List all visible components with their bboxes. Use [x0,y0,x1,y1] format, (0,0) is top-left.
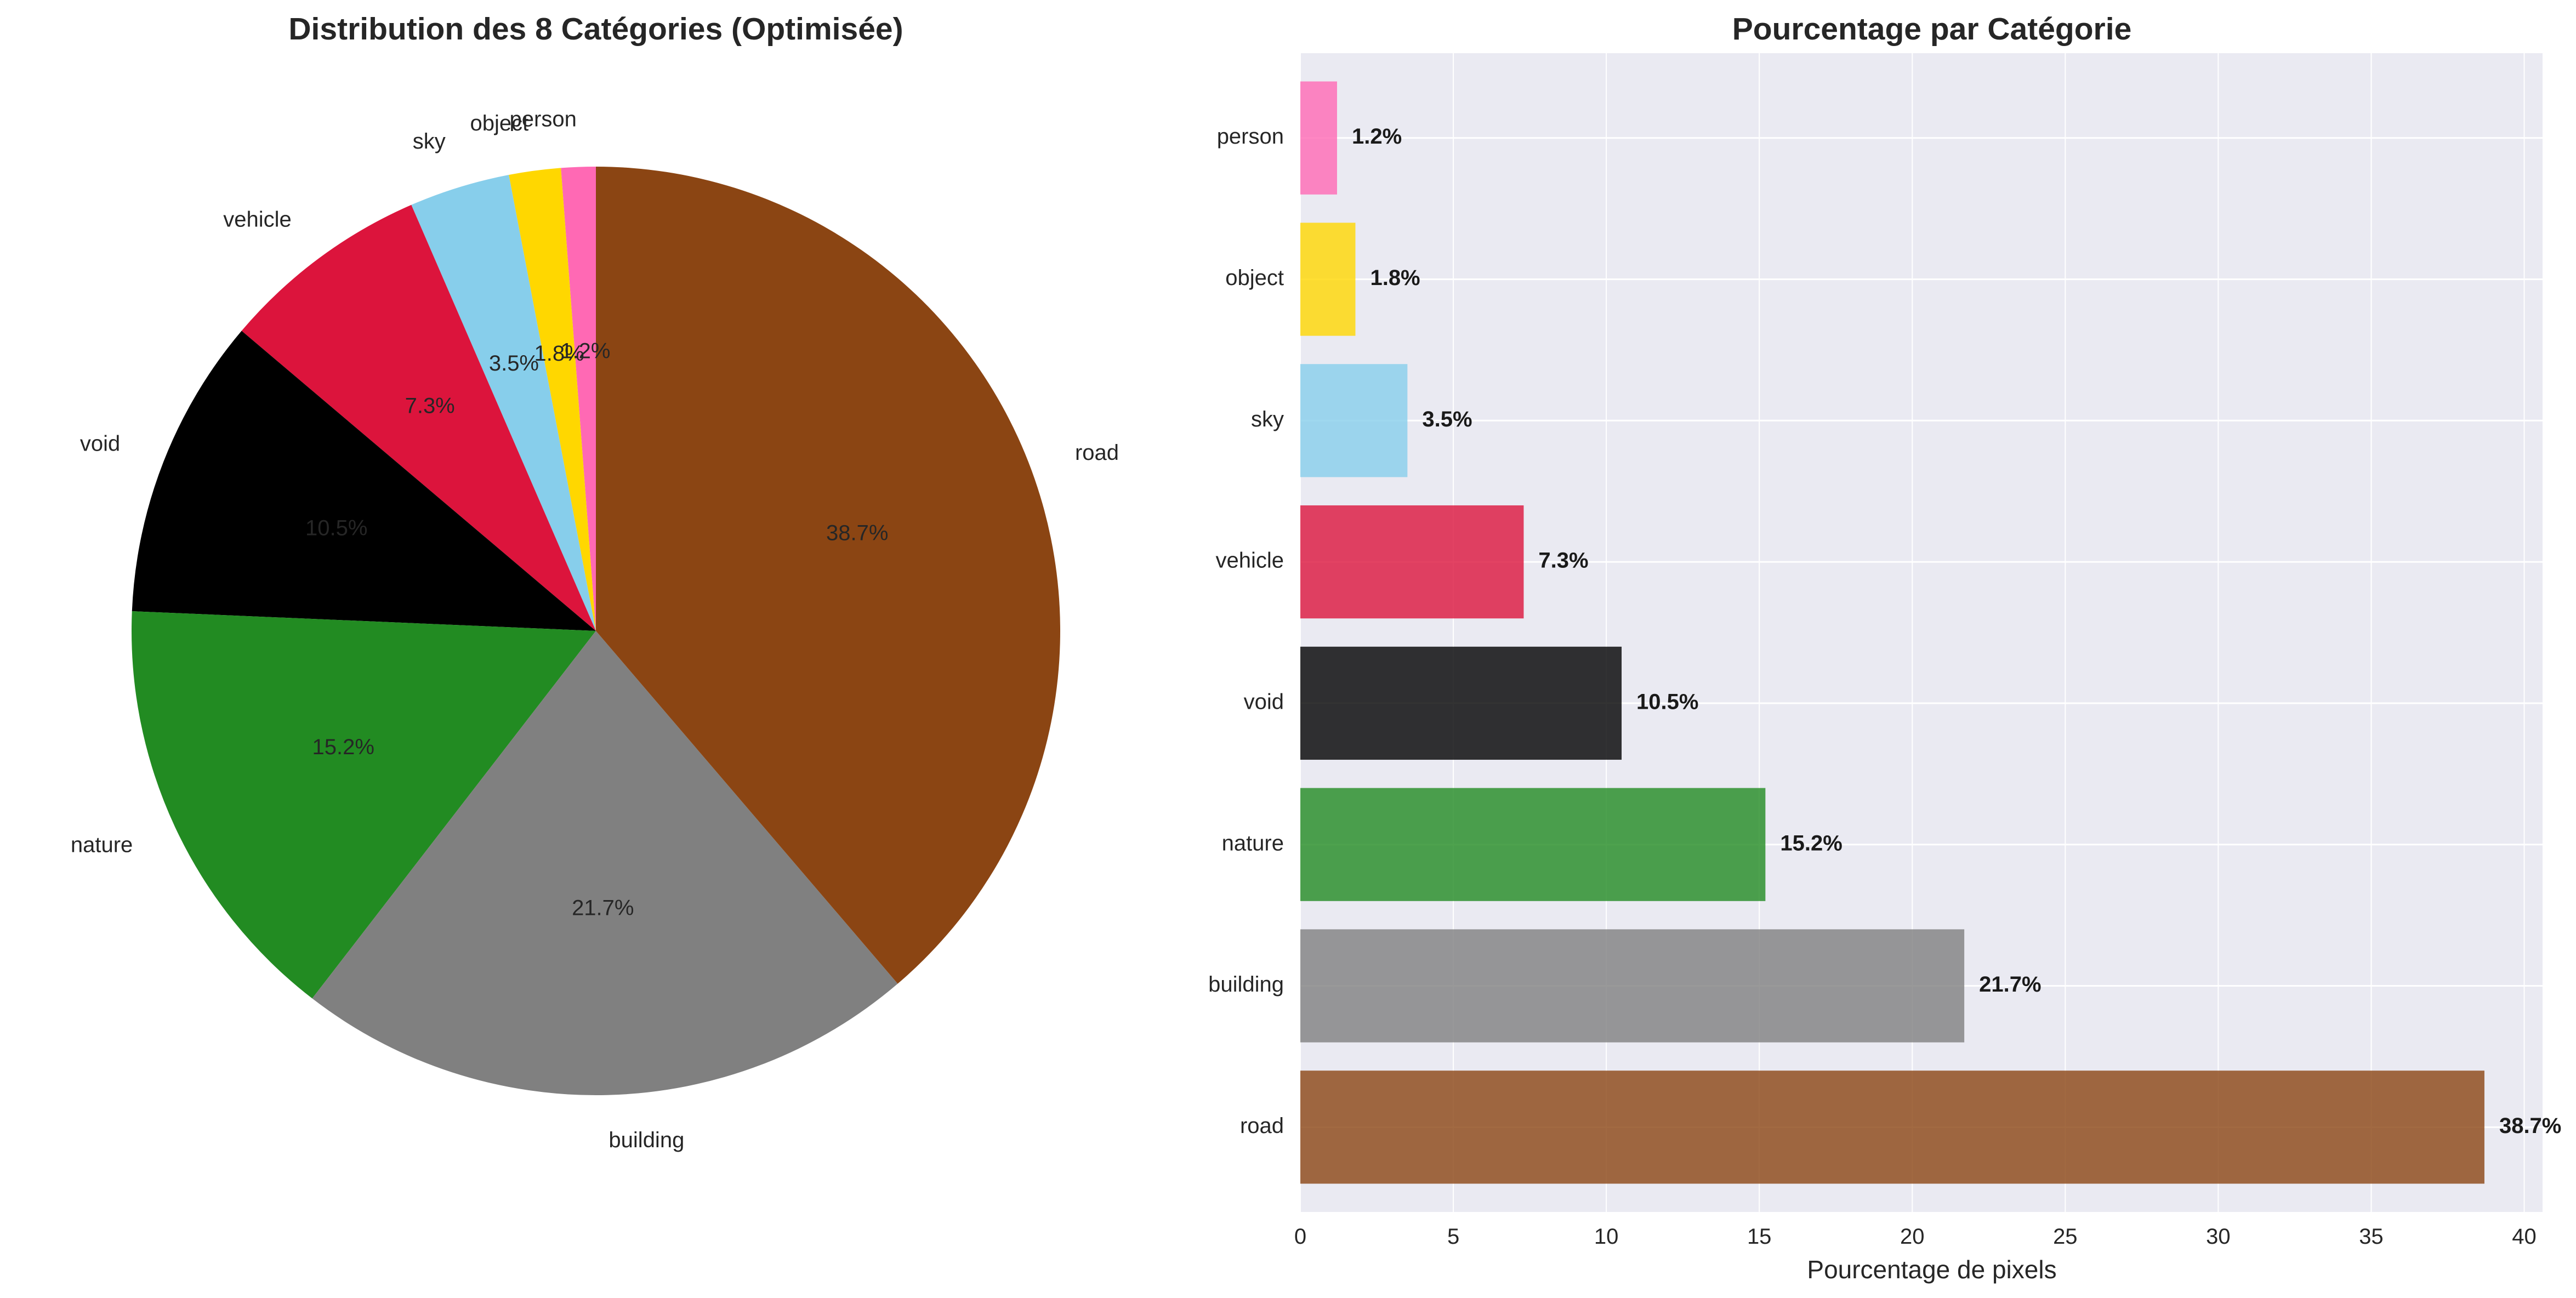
bar-bars: 38.7% 21.7% 15.2% 10.5% 7.3% 3.5% 1.8% 1.2% [1300,81,2561,1184]
bar-value-label-nature: 15.2% [1780,831,1842,855]
bar-chart-title: Pourcentage par Catégorie [1732,12,2132,47]
pie-slice-vehicle [241,204,596,631]
bar-value-label-void: 10.5% [1636,690,1698,714]
pie-label-sky: sky [413,129,446,153]
x-tick-label: 25 [2053,1225,2078,1249]
pie-slices [131,167,1060,1095]
bar-value-label-person: 1.2% [1352,124,1402,149]
bar-sky [1300,364,1408,477]
pie-pct-object: 1.8% [534,341,584,366]
bar-void [1300,646,1622,760]
x-tick-label: 0 [1294,1225,1306,1249]
pie-pct-void: 10.5% [305,516,367,540]
pie-slice-person [561,167,596,631]
x-tick-label: 5 [1447,1225,1459,1249]
pie-slice-object [509,168,596,631]
bar-value-label-object: 1.8% [1370,266,1420,290]
y-tick-label-building: building [1208,972,1284,997]
pie-pct-nature: 15.2% [312,735,374,759]
pie-slice-void [132,331,596,631]
x-tick-label: 40 [2512,1225,2537,1249]
pie-label-object: object [470,111,529,135]
bar-building [1300,929,1965,1043]
bar-chart: Pourcentage par Catégorie 38.7% 21.7% 15.2… [1208,12,2561,1284]
bar-value-label-building: 21.7% [1979,972,2041,997]
pie-pct-sky: 3.5% [489,351,539,375]
y-tick-label-road: road [1240,1114,1284,1138]
bar-nature [1300,788,1766,901]
x-tick-label: 20 [1900,1225,1925,1249]
y-tick-label-vehicle: vehicle [1215,549,1284,573]
pie-label-person: person [510,107,577,132]
x-tick-label: 35 [2359,1225,2384,1249]
pie-slice-building [312,631,898,1095]
pie-label-vehicle: vehicle [223,207,292,231]
bar-object [1300,223,1356,336]
y-tick-label-sky: sky [1251,407,1284,431]
x-tick-label: 10 [1594,1225,1619,1249]
y-tick-label-object: object [1225,266,1284,290]
pie-label-nature: nature [71,833,133,857]
x-tick-label: 30 [2206,1225,2231,1249]
pie-pct-person: 1.2% [560,339,610,363]
pie-chart: Distribution des 8 Catégories (Optimisée… [71,12,1119,1152]
pie-labels: person 1.2% object 1.8% sky 3.5% vehicle 7.3% vo… [71,107,1119,1152]
bar-value-label-vehicle: 7.3% [1538,549,1588,573]
pie-slice-sky [411,175,596,631]
bar-vehicle [1300,505,1524,619]
pie-slice-road [596,167,1060,984]
y-tick-label-person: person [1217,124,1284,149]
pie-pct-vehicle: 7.3% [405,394,455,418]
y-tick-label-nature: nature [1222,831,1284,855]
pie-chart-title: Distribution des 8 Catégories (Optimisée… [288,12,903,47]
pie-label-road: road [1075,441,1119,465]
bar-axes: road building nature void vehicle sky object pe… [1208,124,2537,1249]
pie-slice-nature [131,611,596,999]
bar-person [1300,81,1337,195]
bar-x-axis-label: Pourcentage de pixels [1807,1255,2056,1284]
y-tick-label-void: void [1244,690,1284,714]
pie-label-building: building [609,1128,684,1152]
bar-value-label-road: 38.7% [2499,1114,2561,1138]
pie-pct-building: 21.7% [572,896,634,920]
pie-pct-road: 38.7% [826,521,888,545]
x-tick-label: 15 [1747,1225,1772,1249]
bar-value-label-sky: 3.5% [1422,407,1472,431]
bar-road [1300,1071,2484,1184]
pie-label-void: void [80,431,120,456]
